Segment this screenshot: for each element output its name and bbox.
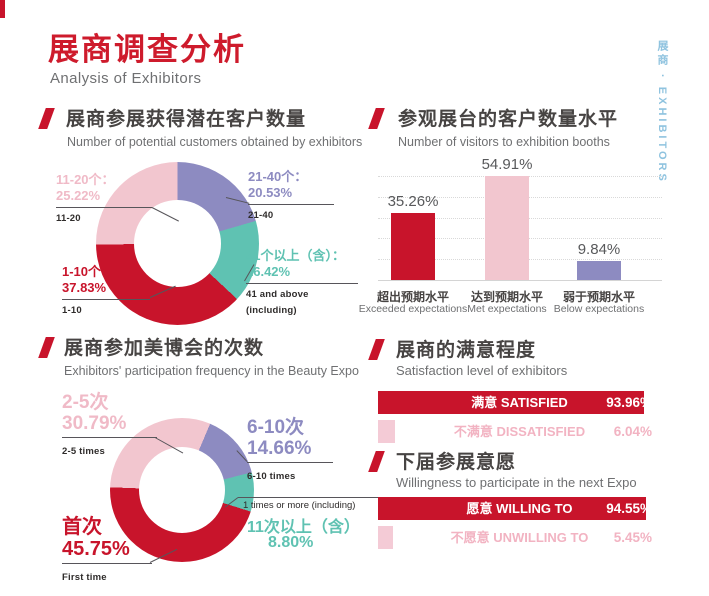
- bar-column-met: 54.91%: [462, 156, 552, 280]
- section-title-frequency: 展商参加美博会的次数: [64, 338, 265, 359]
- donut-label-11-20: 11-20个： 25.22% 11-20: [56, 172, 152, 227]
- red-slash-icon: [38, 108, 55, 129]
- donut-label-1-10: 1-10个： 37.83% 1-10: [62, 264, 150, 319]
- donut-label-first-time: 首次 45.75% First time: [62, 516, 152, 589]
- section-title-potential-customers: 展商参展获得潜在客户数量: [66, 109, 307, 130]
- bar-exceeded-expectations: [391, 213, 435, 280]
- bar-category-en: Met expectations: [467, 303, 547, 315]
- gridline: [378, 280, 662, 281]
- bar-category-en: Exceeded expectations: [358, 303, 468, 315]
- bar-category-en: Below expectations: [553, 303, 645, 315]
- leader-line: [62, 563, 152, 564]
- leader-line: [62, 437, 157, 438]
- bar-chart-booth-visitors: 35.26% 54.91% 9.84%: [378, 156, 662, 281]
- section-title-satisfaction: 展商的满意程度: [396, 340, 537, 361]
- section-subtitle-potential-customers: Number of potential customers obtained b…: [67, 135, 363, 149]
- page-subtitle: Analysis of Exhibitors: [50, 70, 202, 87]
- red-slash-icon: [368, 451, 385, 472]
- page-title: 展商调查分析: [48, 32, 246, 67]
- bar-column-below: 9.84%: [554, 241, 644, 280]
- bar-category-zh: 超出预期水平: [376, 290, 449, 304]
- donut-label-11-plus: 11次以上（含）: [247, 519, 360, 536]
- section-subtitle-satisfaction: Satisfaction level of exhibitors: [396, 363, 568, 378]
- section-title-booth-visitors: 参观展台的客户数量水平: [398, 109, 619, 130]
- donut-label-2-5-times: 2-5次 30.79% 2-5 times: [62, 392, 157, 462]
- donut-chart-potential-customers: [96, 162, 259, 325]
- rating-bar-willing: [378, 497, 646, 520]
- leader-line: [248, 204, 334, 205]
- rating-bar-unwilling: [378, 526, 394, 549]
- bar-met-expectations: [485, 176, 529, 280]
- bar-column-exceeded: 35.26%: [368, 193, 458, 280]
- bar-below-expectations: [577, 261, 621, 280]
- rating-row-dissatisfied: 不满意 DISSATISFIED 6.04%: [378, 420, 661, 443]
- leader-line: [238, 497, 378, 498]
- rating-row-satisfied: 满意 SATISFIED 93.96%: [378, 391, 661, 414]
- donut-chart-frequency: [110, 418, 254, 562]
- section-title-willingness: 下届参展意愿: [396, 452, 517, 473]
- donut-pct-11-plus: 8.80%: [268, 534, 314, 551]
- leader-line: [62, 299, 150, 300]
- section-subtitle-frequency: Exhibitors' participation frequency in t…: [64, 364, 359, 378]
- donut-label-6-10-times: 6-10次 14.66% 6-10 times: [247, 417, 333, 487]
- section-subtitle-willingness: Willingness to participate in the next E…: [396, 475, 637, 490]
- rating-row-unwilling: 不愿意 UNWILLING TO 5.45%: [378, 526, 661, 549]
- donut-label-21-40: 21-40个： 20.53% 21-40: [248, 169, 334, 224]
- bar-category-zh: 达到预期水平: [470, 290, 543, 304]
- rating-bar-satisfied: [378, 391, 644, 414]
- leader-line: [247, 462, 333, 463]
- rating-row-willing: 愿意 WILLING TO 94.55%: [378, 497, 661, 520]
- bar-category-zh: 弱于预期水平: [562, 290, 635, 304]
- page-corner-mark: [0, 0, 5, 18]
- rating-bar-dissatisfied: [378, 420, 396, 443]
- leader-line: [56, 207, 152, 208]
- red-slash-icon: [368, 108, 385, 129]
- red-slash-icon: [38, 337, 55, 358]
- section-subtitle-booth-visitors: Number of visitors to exhibition booths: [398, 135, 610, 149]
- side-tab-label: 展商 · EXHIBITORS: [656, 40, 668, 184]
- leader-line: [246, 283, 358, 284]
- donut-caption-11-plus: 1 times or more (including): [243, 500, 356, 511]
- red-slash-icon: [368, 339, 385, 360]
- donut-label-41-above: 41个以上（含）： 16.42% 41 and above (including…: [246, 248, 358, 319]
